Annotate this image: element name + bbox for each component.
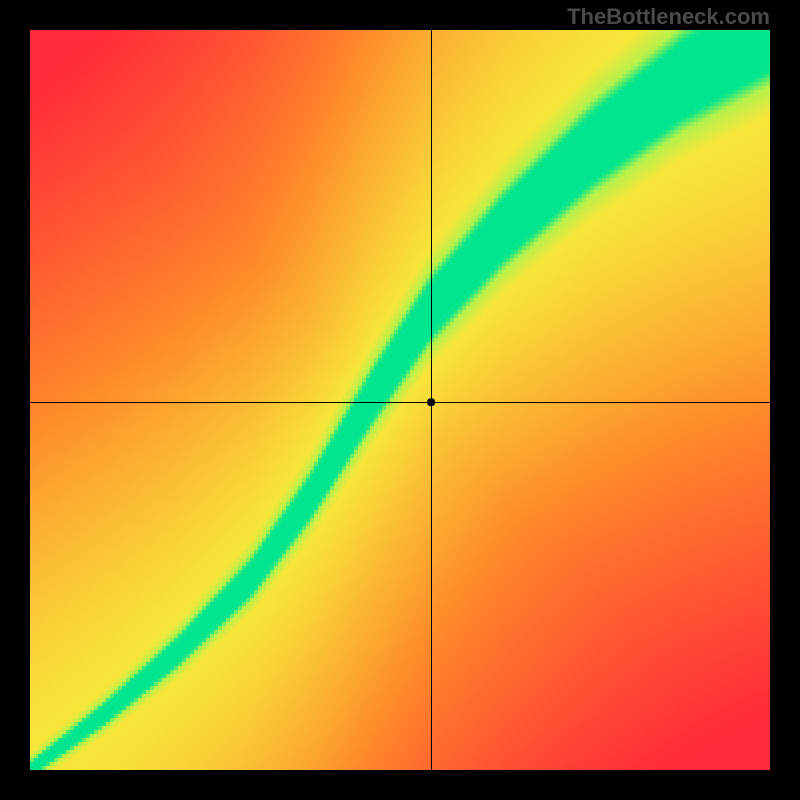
heatmap-canvas [30,30,770,770]
watermark-text: TheBottleneck.com [567,4,770,30]
outer-frame: TheBottleneck.com [0,0,800,800]
heatmap-plot [30,30,770,770]
